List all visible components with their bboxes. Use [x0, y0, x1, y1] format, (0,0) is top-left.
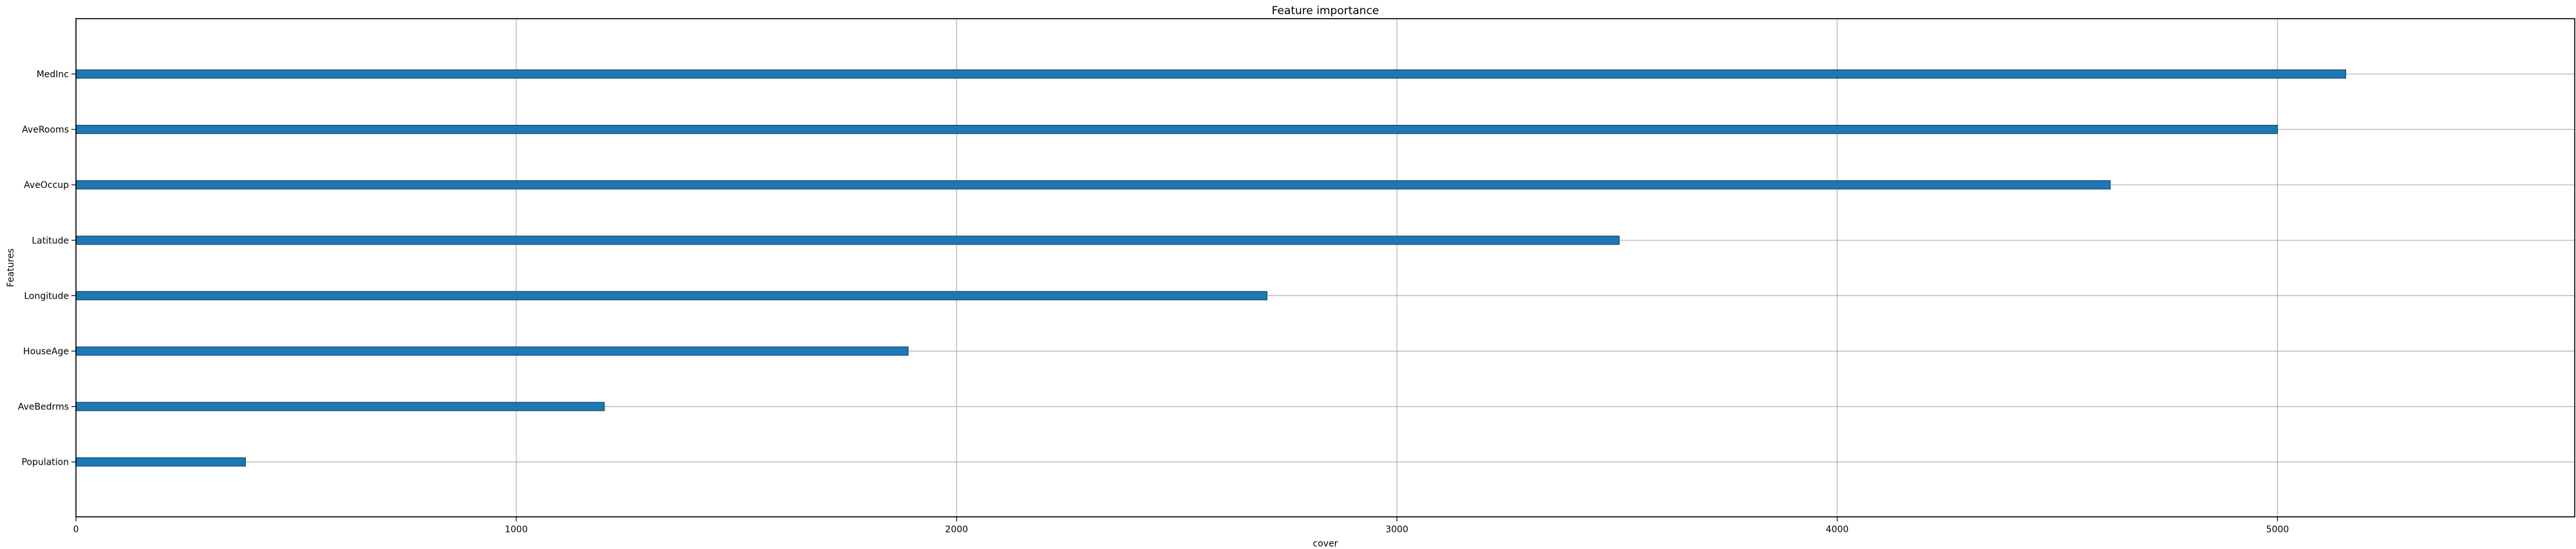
y-tick-label: AveRooms [22, 125, 69, 135]
y-tick-label: AveBedrms [18, 402, 69, 413]
bars [75, 69, 2346, 467]
x-axis-label: cover [1313, 539, 1338, 549]
x-tick-label: 2000 [945, 525, 968, 535]
x-tick-label: 1000 [505, 525, 528, 535]
bar-longitude [75, 291, 1267, 301]
y-tick-label: AveOccup [24, 180, 69, 191]
y-tick-label: Longitude [24, 291, 69, 301]
bar-avebedrms [75, 402, 605, 411]
bar-aveoccup [75, 180, 2111, 190]
x-tick-label: 4000 [1825, 525, 1849, 535]
x-tick-label: 0 [73, 525, 79, 535]
bar-houseage [75, 346, 909, 356]
ticks: 0 1000 2000 3000 4000 5000 MedInc AveRooms AveOc… [18, 70, 2289, 535]
y-tick-label: HouseAge [23, 347, 69, 357]
bar-averooms [75, 125, 2278, 135]
bar-medinc [75, 69, 2346, 79]
y-tick-label: Latitude [32, 236, 69, 246]
bar-population [75, 457, 246, 467]
y-axis-label: Features [6, 248, 16, 287]
x-tick-label: 5000 [2266, 525, 2289, 535]
axes-frame [75, 18, 2575, 517]
y-tick-label: Population [21, 458, 69, 468]
y-tick-label: MedInc [37, 70, 69, 80]
bar-latitude [75, 236, 1620, 245]
chart-title: Feature importance [1272, 5, 1379, 17]
x-tick-label: 3000 [1385, 525, 1408, 535]
